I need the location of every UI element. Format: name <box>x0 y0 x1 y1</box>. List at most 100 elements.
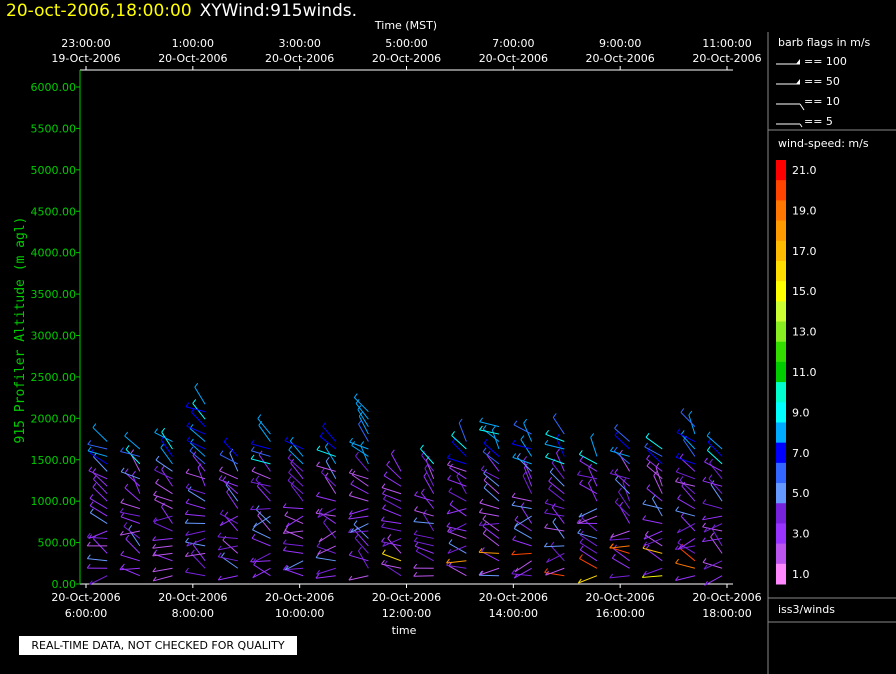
wind-barb-tick <box>282 529 287 534</box>
wind-barb <box>512 456 532 465</box>
wind-barb-tick <box>423 472 428 477</box>
wind-barb-tick <box>348 510 353 515</box>
wind-barb-tick <box>645 433 650 438</box>
wind-barb <box>550 545 565 562</box>
wind-barb-tick <box>318 537 323 543</box>
wind-barb <box>610 473 630 480</box>
color-legend-label: 5.0 <box>792 487 810 500</box>
y-tick-label: 2000.00 <box>31 412 77 425</box>
wind-barb-tick <box>185 402 190 408</box>
wind-barb <box>120 511 140 517</box>
wind-barb-tick <box>680 430 685 435</box>
wind-barb-tick <box>350 479 355 485</box>
wind-barb-tick <box>478 548 483 553</box>
wind-barb <box>161 506 173 524</box>
wind-barb-tick <box>381 559 385 565</box>
wind-barb <box>119 567 140 571</box>
wind-barb-tick <box>642 515 647 520</box>
wind-barb <box>152 552 173 557</box>
wind-barb-tick <box>578 450 583 455</box>
wind-barb-tick <box>447 527 451 532</box>
wind-barb-tick <box>217 532 222 538</box>
chart-title: 20-oct-2006,18:00:00 XYWind:915winds. <box>6 1 357 21</box>
wind-barb-tick <box>219 521 224 526</box>
wind-barb <box>614 472 630 487</box>
wind-barb <box>316 465 336 472</box>
wind-barb-tick <box>185 498 190 504</box>
wind-barb <box>643 567 663 576</box>
wind-barb <box>609 575 630 579</box>
wind-barb-tick <box>221 552 225 558</box>
wind-barb <box>451 435 467 450</box>
wind-barb-tick <box>545 452 549 458</box>
wind-barb <box>646 458 663 472</box>
wind-barb <box>590 437 598 457</box>
wind-barb <box>283 506 304 510</box>
wind-barb <box>288 472 304 487</box>
wind-barb <box>482 533 500 547</box>
wind-barb-tick <box>523 418 528 424</box>
wind-barb-tick <box>588 463 593 469</box>
wind-barb <box>251 537 271 547</box>
wind-barb-tick <box>197 463 202 468</box>
wind-barb <box>675 456 696 465</box>
wind-barb-tick <box>255 475 260 481</box>
wind-barb <box>545 456 565 465</box>
top-tick-time: 23:00:00 <box>61 37 110 50</box>
wind-barb <box>223 441 239 457</box>
wind-barb-tick <box>120 447 124 452</box>
wind-barb <box>679 547 696 562</box>
wind-barb <box>217 536 238 539</box>
wind-barb <box>284 515 304 524</box>
wind-barb <box>522 475 533 494</box>
wind-barb-tick <box>285 522 290 528</box>
wind-barb <box>482 518 500 532</box>
top-tick-time: 9:00:00 <box>599 37 641 50</box>
wind-barb-tick <box>644 442 649 448</box>
wind-barb <box>414 545 434 554</box>
bottom-tick-time: 12:00:00 <box>382 607 431 620</box>
wind-barb <box>420 448 435 465</box>
wind-barb <box>486 455 500 472</box>
y-tick-label: 0.00 <box>52 578 77 591</box>
wind-barb-tick <box>701 537 706 542</box>
wind-barb <box>381 520 402 525</box>
color-legend-swatch <box>776 200 786 222</box>
wind-barb-tick <box>545 570 549 576</box>
wind-barb-tick <box>325 456 330 462</box>
wind-barb-tick <box>383 471 388 477</box>
bottom-tick-time: 16:00:00 <box>595 607 644 620</box>
wind-barb-tick <box>222 535 227 541</box>
wind-barb-tick <box>86 541 91 547</box>
wind-barb <box>704 461 723 472</box>
wind-barb-tick <box>152 567 157 573</box>
wind-barb <box>87 450 108 457</box>
wind-barb-tick <box>124 431 129 437</box>
bottom-tick-time: 6:00:00 <box>65 607 107 620</box>
wind-barb <box>152 567 173 573</box>
wind-barb <box>514 560 532 573</box>
wind-barb <box>612 557 630 569</box>
wind-barb-tick <box>479 570 484 576</box>
wind-barb <box>252 529 271 539</box>
wind-barb <box>285 560 304 571</box>
wind-barb <box>703 560 723 570</box>
wind-barb-tick <box>556 448 560 454</box>
wind-barb <box>87 558 108 562</box>
wind-barb-tick <box>646 484 651 489</box>
wind-barb-tick <box>413 572 418 577</box>
wind-barb <box>120 471 141 480</box>
wind-barb <box>315 557 336 562</box>
wind-barb <box>511 552 532 556</box>
wind-barb <box>92 486 108 502</box>
wind-barb-tick <box>123 522 128 527</box>
wind-barb <box>523 467 533 487</box>
color-legend-swatch <box>776 240 786 262</box>
wind-barb-tick <box>514 567 519 573</box>
wind-barb-tick <box>318 507 323 513</box>
wind-barb <box>383 475 402 487</box>
wind-barb <box>190 411 206 427</box>
wind-barb <box>479 574 500 577</box>
wind-barb-tick <box>92 468 97 473</box>
wind-barb-tick <box>386 460 391 466</box>
